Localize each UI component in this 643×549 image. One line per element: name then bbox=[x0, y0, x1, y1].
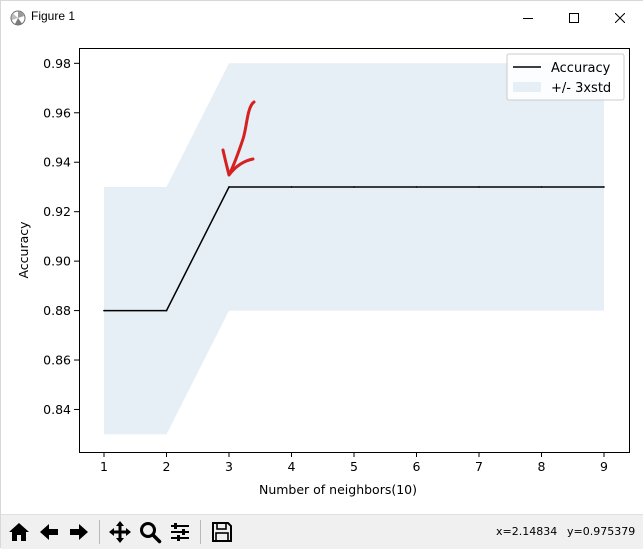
x-tick-label: 7 bbox=[475, 459, 483, 474]
accuracy-point bbox=[290, 186, 293, 188]
navigation-toolbar: x=2.14834 y=0.975379 bbox=[1, 514, 643, 549]
x-tick-label: 9 bbox=[600, 459, 608, 474]
plot-canvas[interactable]: 1 2 3 4 5 6 7 8 9 0.84 0.86 0.88 0.90 0.92 0.94 0.96 0.… bbox=[1, 34, 643, 514]
title-bar[interactable]: Figure 1 bbox=[1, 1, 643, 34]
back-button[interactable] bbox=[35, 518, 63, 546]
back-arrow-icon bbox=[40, 524, 58, 540]
zoom-magnifier-icon bbox=[140, 522, 162, 544]
accuracy-chart: 1 2 3 4 5 6 7 8 9 0.84 0.86 0.88 0.90 0.92 0.94 0.96 0.… bbox=[16, 48, 630, 497]
toolbar-separator bbox=[99, 520, 100, 544]
legend: Accuracy +/- 3xstd bbox=[506, 53, 625, 101]
std-band-area bbox=[104, 63, 604, 435]
cursor-y-readout: y=0.975379 bbox=[567, 525, 636, 538]
legend-accuracy-label: Accuracy bbox=[551, 61, 611, 76]
configure-subplots-icon bbox=[171, 523, 189, 541]
close-button[interactable] bbox=[597, 1, 643, 34]
accuracy-point bbox=[478, 186, 480, 188]
minimize-icon bbox=[523, 17, 533, 19]
y-tick-label: 0.84 bbox=[43, 402, 71, 417]
save-button[interactable] bbox=[208, 518, 236, 546]
accuracy-point bbox=[540, 186, 543, 188]
accuracy-point bbox=[415, 186, 418, 188]
x-tick-label: 6 bbox=[413, 459, 421, 474]
configure-subplots-button[interactable] bbox=[166, 518, 194, 546]
zoom-button[interactable] bbox=[136, 518, 164, 546]
x-tick-label: 3 bbox=[225, 459, 233, 474]
y-tick-label: 0.98 bbox=[43, 56, 71, 71]
y-tick-label: 0.96 bbox=[43, 105, 71, 120]
cursor-x-readout: x=2.14834 bbox=[496, 525, 558, 538]
x-axis-label: Number of neighbors(10) bbox=[259, 482, 417, 497]
forward-button[interactable] bbox=[65, 518, 93, 546]
window-title: Figure 1 bbox=[31, 9, 76, 23]
legend-band-swatch bbox=[513, 82, 541, 92]
toolbar-separator bbox=[200, 520, 201, 544]
maximize-icon bbox=[569, 12, 579, 23]
pan-move-icon bbox=[109, 521, 131, 543]
red-arrow-annotation bbox=[221, 100, 256, 177]
y-axis-label: Accuracy bbox=[16, 221, 31, 279]
y-tick-label: 0.86 bbox=[43, 353, 71, 368]
x-tick-label: 4 bbox=[288, 459, 296, 474]
save-floppy-icon bbox=[212, 522, 232, 542]
accuracy-point bbox=[603, 186, 605, 188]
maximize-button[interactable] bbox=[551, 1, 597, 34]
y-tick-label: 0.92 bbox=[43, 204, 71, 219]
x-tick-label: 1 bbox=[100, 459, 108, 474]
y-tick-label: 0.88 bbox=[43, 303, 71, 318]
y-tick-label: 0.94 bbox=[43, 155, 71, 170]
home-button[interactable] bbox=[5, 518, 33, 546]
accuracy-point bbox=[103, 309, 105, 312]
accuracy-point bbox=[353, 186, 355, 188]
forward-arrow-icon bbox=[70, 524, 88, 540]
accuracy-point bbox=[165, 309, 168, 312]
y-tick-label: 0.90 bbox=[43, 254, 71, 269]
close-icon bbox=[615, 12, 625, 23]
accuracy-point bbox=[228, 186, 230, 188]
x-tick-label: 2 bbox=[163, 459, 171, 474]
pan-button[interactable] bbox=[106, 518, 134, 546]
home-icon bbox=[9, 523, 29, 541]
x-tick-label: 8 bbox=[538, 459, 546, 474]
minimize-button[interactable] bbox=[505, 1, 551, 34]
matplotlib-figure-icon bbox=[10, 10, 26, 26]
x-tick-label: 5 bbox=[350, 459, 358, 474]
legend-band-label: +/- 3xstd bbox=[551, 81, 611, 96]
